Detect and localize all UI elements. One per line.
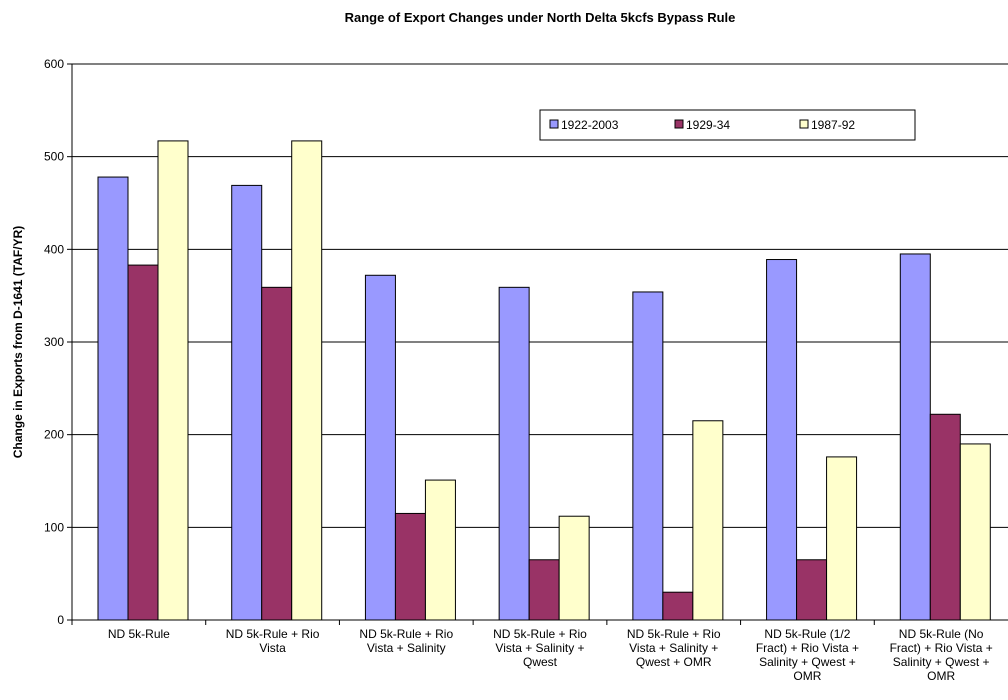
legend-label: 1922-2003 (561, 118, 619, 132)
bar (528, 559, 560, 621)
bar (231, 184, 263, 621)
y-tick-label: 300 (44, 335, 64, 349)
chart-title: Range of Export Changes under North Delt… (345, 10, 736, 25)
bar (291, 140, 323, 621)
x-tick-label: ND 5k-Rule + Rio Vista + Salinity (359, 627, 453, 655)
legend-swatch (549, 119, 559, 129)
bar (157, 140, 189, 621)
legend-swatch (799, 119, 809, 129)
bar (632, 291, 664, 621)
x-tick-label: ND 5k-Rule + Rio Vista + Salinity + Qwest (493, 627, 587, 669)
y-tick-label: 500 (44, 150, 64, 164)
bar (261, 286, 293, 621)
y-tick-label: 0 (57, 613, 64, 627)
legend-swatch (674, 119, 684, 129)
bar (929, 413, 961, 621)
y-tick-label: 200 (44, 428, 64, 442)
bar (558, 515, 590, 621)
legend-label: 1929-34 (686, 118, 730, 132)
y-tick-label: 100 (44, 520, 64, 534)
legend-label: 1987-92 (811, 118, 855, 132)
y-tick-label: 400 (44, 242, 64, 256)
bar (766, 259, 798, 621)
bar (498, 286, 530, 621)
bar (692, 420, 724, 621)
bar (662, 591, 694, 621)
bar (97, 176, 129, 621)
bar (899, 253, 931, 621)
legend-box (539, 109, 916, 141)
x-tick-label: ND 5k-Rule + Rio Vista (226, 627, 320, 655)
x-tick-label: ND 5k-Rule (108, 627, 170, 641)
x-tick-label: ND 5k-Rule (No Fract) + Rio Vista + Salini… (890, 627, 993, 683)
bar (394, 512, 426, 621)
bar (127, 264, 159, 621)
bar (796, 559, 828, 621)
x-tick-label: ND 5k-Rule (1/2 Fract) + Rio Vista + Salin… (756, 627, 859, 683)
bar (364, 274, 396, 621)
bar (826, 456, 858, 621)
bar (424, 479, 456, 621)
y-tick-label: 600 (44, 57, 64, 71)
x-tick-label: ND 5k-Rule + Rio Vista + Salinity + Qwest … (627, 627, 721, 669)
bar (959, 443, 991, 621)
y-axis-label: Change in Exports from D-1641 (TAF/YR) (11, 226, 25, 458)
